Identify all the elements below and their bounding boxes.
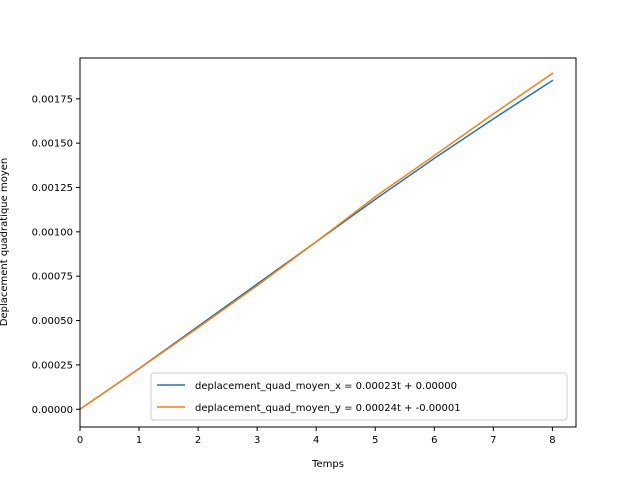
y-tick-label: 0.00050 [32,316,73,327]
x-tick-label: 8 [549,435,555,446]
y-axis-label: Deplacement quadratique moyen [0,158,10,326]
x-tick-label: 0 [77,435,83,446]
x-tick-label: 2 [195,435,201,446]
series-layer [78,72,554,411]
plot-frame [79,57,577,428]
legend-label-x: deplacement_quad_moyen_x = 0.00023t + 0.… [195,381,457,392]
y-axis: 0.00000 0.00025 0.00050 0.00075 0.00100 0.001… [32,94,80,416]
legend: deplacement_quad_moyen_x = 0.00023t + 0.… [150,372,568,421]
y-tick-label: 0.00075 [32,272,73,283]
x-tick-label: 4 [313,435,319,446]
x-tick-label: 5 [372,435,378,446]
x-tick-label: 3 [254,435,260,446]
x-tick-label: 7 [490,435,496,446]
x-axis-label: Temps [311,459,344,470]
y-tick-label: 0.00025 [32,360,73,371]
legend-box [150,372,568,421]
y-tick-label: 0.00100 [32,227,73,238]
x-axis: 0 1 2 3 4 5 6 7 8 [77,427,556,446]
y-tick-label: 0.00000 [32,405,73,416]
legend-label-y: deplacement_quad_moyen_y = 0.00024t + -0… [195,403,461,414]
y-tick-label: 0.00150 [32,139,73,150]
x-tick-label: 1 [136,435,142,446]
y-tick-label: 0.00125 [32,183,73,194]
x-tick-label: 6 [431,435,437,446]
y-tick-label: 0.00175 [32,94,73,105]
series-line-y [78,72,554,411]
